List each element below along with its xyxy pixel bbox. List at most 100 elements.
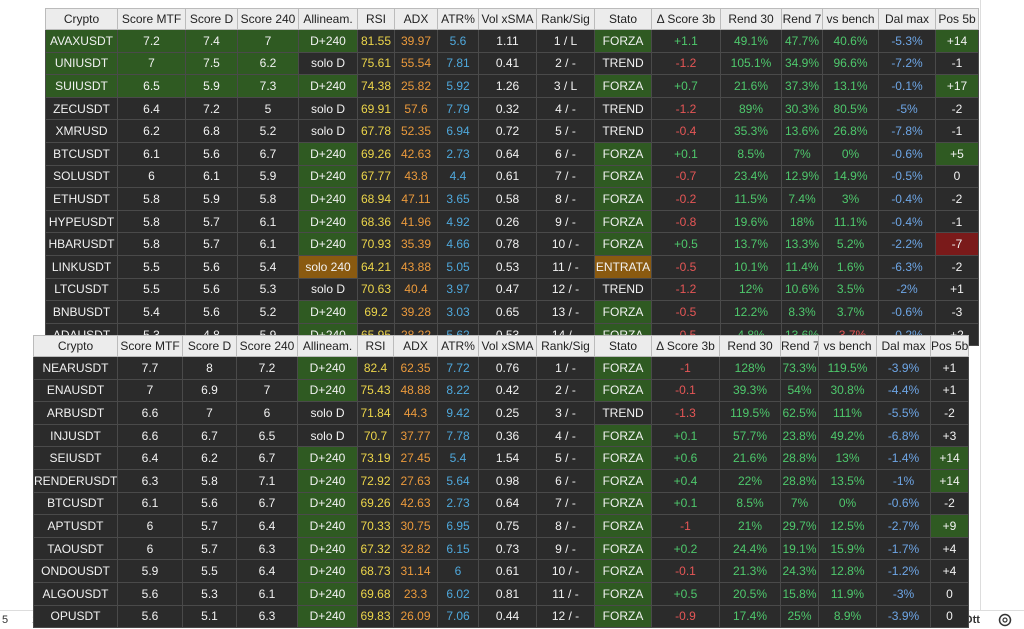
table-cell: 0.64	[478, 491, 537, 516]
table-cell: 48.88	[393, 378, 438, 403]
table-cell: 0.42	[478, 378, 537, 403]
table-cell: D+240	[298, 232, 358, 256]
table-cell: 12 / -	[536, 604, 595, 629]
table-cell: -7	[935, 232, 979, 256]
table-cell: +0.5	[651, 581, 720, 606]
table-cell: -0.1%	[878, 74, 936, 98]
table-cell: 30.3%	[781, 96, 823, 121]
table-cell: -1.2	[651, 277, 721, 302]
table-cell: 6.02	[437, 581, 479, 606]
table-cell: -1.2%	[876, 559, 931, 583]
table-cell: 21.6%	[719, 446, 781, 470]
table-cell: 5.9	[237, 164, 299, 189]
table-cell: SEIUSDT	[33, 446, 118, 470]
table-cell: 5.6	[185, 254, 238, 279]
table-cell: D+240	[298, 300, 358, 324]
table-cell: 21%	[719, 514, 781, 538]
table-cell: 0	[930, 604, 969, 629]
table-cell: -0.9	[651, 604, 720, 629]
table-cell: -0.5	[651, 300, 721, 324]
table-cell: 17.4%	[719, 604, 781, 629]
table-cell: solo D	[297, 423, 358, 448]
table-cell: 11 / -	[536, 254, 595, 279]
table-cell: ONDOUSDT	[33, 559, 118, 583]
table-row: ARBUSDT 6.6 7 6 solo D 71.84 44.3 9.42 0.25 3 / -…	[33, 401, 969, 425]
table-cell: 0.98	[478, 468, 537, 493]
table-cell: -0.8	[651, 209, 721, 234]
table-cell: 5.3	[237, 277, 299, 302]
table-cell: 5.7	[182, 514, 237, 538]
column-header: Vol xSMA	[478, 335, 537, 357]
table-cell: +0.6	[651, 446, 720, 470]
table-cell: +1.1	[651, 29, 721, 53]
table-cell: 13.5%	[818, 468, 877, 493]
table-cell: 9.42	[437, 401, 479, 425]
table-cell: 70.33	[357, 514, 394, 538]
table-cell: 2 / -	[536, 51, 595, 76]
table-cell: FORZA	[594, 423, 652, 448]
table-cell: -3.9%	[876, 356, 931, 380]
table-cell: -0.4%	[878, 187, 936, 211]
table-cell: 80.5%	[822, 96, 879, 121]
table-cell: -1.3	[651, 401, 720, 425]
table-cell: +14	[930, 446, 969, 470]
table-row: RENDERUSDT 6.3 5.8 7.1 D+240 72.92 27.63 5.64 0.…	[33, 468, 969, 493]
table-cell: 7.7	[117, 356, 183, 380]
table-cell: 6.3	[236, 536, 298, 561]
table-cell: 5.8	[117, 232, 186, 256]
header-row: Crypto Score MTF Score D Score 240 Allineam.…	[33, 335, 969, 357]
table-cell: +0.1	[651, 141, 721, 166]
column-header: Pos 5b	[930, 335, 969, 357]
table-cell: 0	[930, 581, 969, 606]
table-cell: 6.1	[117, 491, 183, 516]
settings-icon[interactable]	[997, 612, 1013, 628]
table-cell: 5.6	[185, 141, 238, 166]
table-cell: 35.39	[394, 232, 438, 256]
table-cell: +0.1	[651, 423, 720, 448]
table-cell: ENAUSDT	[33, 378, 118, 403]
table-cell: 6.94	[437, 119, 479, 143]
table-cell: 3.65	[437, 187, 479, 211]
column-header: Δ Score 3b	[651, 335, 720, 357]
table-cell: FORZA	[594, 29, 652, 53]
table-cell: 6.9	[182, 378, 237, 403]
table-cell: FORZA	[594, 446, 652, 470]
table-cell: 73.19	[357, 446, 394, 470]
table-cell: 11.9%	[818, 581, 877, 606]
table-cell: 12.8%	[818, 559, 877, 583]
table-cell: 5.8	[237, 187, 299, 211]
table-cell: 12.9%	[781, 164, 823, 189]
table-cell: 5 / -	[536, 446, 595, 470]
table-cell: +1	[930, 356, 969, 380]
table-cell: SOLUSDT	[45, 164, 118, 189]
table-cell: HBARUSDT	[45, 232, 118, 256]
column-header: Score MTF	[117, 8, 186, 30]
table-cell: -0.6%	[876, 491, 931, 516]
column-header: Rend 30	[720, 8, 782, 30]
column-header: RSI	[357, 8, 395, 30]
table-cell: 6.4	[117, 446, 183, 470]
table-cell: 105.1%	[720, 51, 782, 76]
table-cell: 6.7	[236, 491, 298, 516]
table-cell: 8.5%	[719, 491, 781, 516]
table-cell: 69.26	[357, 491, 394, 516]
table-cell: HYPEUSDT	[45, 209, 118, 234]
table-cell: 30.8%	[818, 378, 877, 403]
table-cell: solo D	[297, 401, 358, 425]
table-cell: 6	[117, 536, 183, 561]
table-cell: -3	[935, 300, 979, 324]
table-cell: 0.36	[478, 423, 537, 448]
table-cell: XMRUSD	[45, 119, 118, 143]
table-cell: 13.1%	[822, 74, 879, 98]
table-cell: +0.2	[651, 536, 720, 561]
table-cell: D+240	[297, 536, 358, 561]
table-cell: D+240	[298, 209, 358, 234]
table-cell: TREND	[594, 401, 652, 425]
table-cell: +17	[935, 74, 979, 98]
table-cell: solo 240	[298, 254, 358, 279]
table-cell: 6.1	[185, 164, 238, 189]
table-cell: 19.6%	[720, 209, 782, 234]
table-cell: 29.7%	[780, 514, 819, 538]
table-cell: 31.14	[393, 559, 438, 583]
